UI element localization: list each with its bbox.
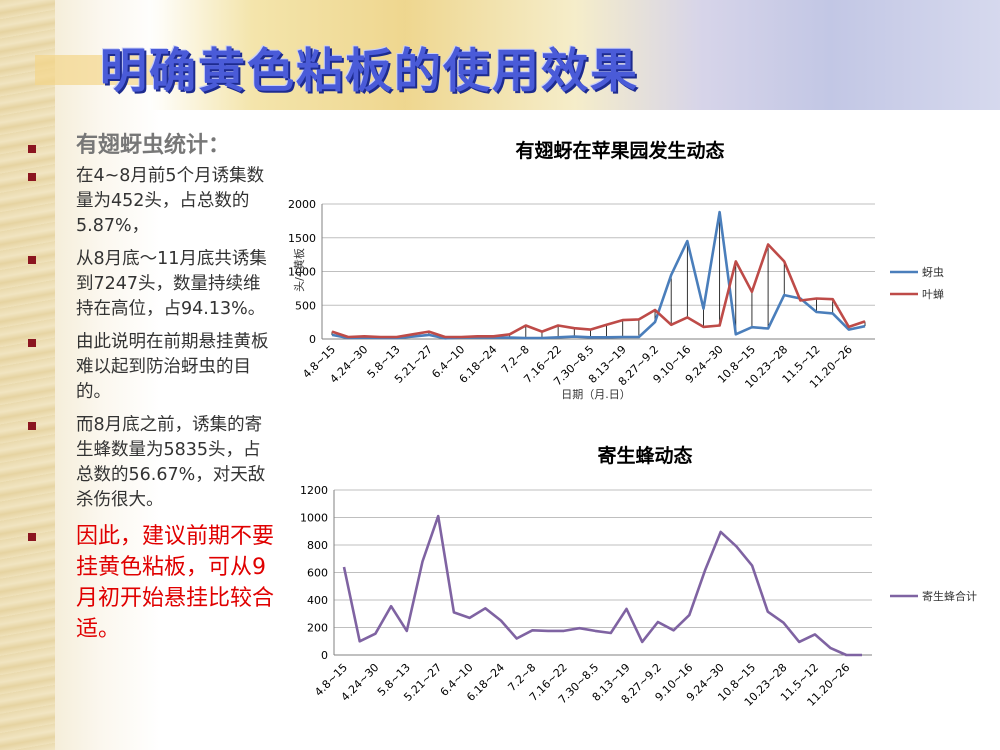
bullet-marker [28,533,36,541]
y-tick-label: 1200 [300,484,328,497]
y-tick-label: 0 [309,333,316,346]
series-line-1 [331,210,866,340]
y-axis-label: 头/4黄板 [292,248,306,292]
slide-title: 明确黄色粘板的使用效果 [100,44,639,99]
chart-1: 有翅蚜在苹果园发生动态0500100015002000蚜虫叶蝉4.8~154.2… [288,139,944,401]
bullet-item: 在4~8月前5个月诱集数量为452头，占总数的5.87%， [28,164,278,239]
bullet-text: 而8月底之前，诱集的寄生蜂数量为5835头，占总数的56.67%，对天敌杀伤很大… [76,415,266,510]
legend-label: 蚜虫 [922,265,944,279]
bullet-item: 有翅蚜虫统计： [28,133,278,158]
bullet-marker [28,339,36,347]
bullet-item: 由此说明在前期悬挂黄板难以起到防治蚜虫的目的。 [28,330,278,405]
y-tick-label: 0 [321,649,328,662]
header-banner [150,0,1000,110]
bullet-text: 从8月底～11月底共诱集到7247头，数量持续维持在高位，占94.13%。 [76,249,267,319]
bullet-marker [28,173,36,181]
series-line-2 [331,243,866,339]
legend-label: 寄生蜂合计 [922,589,977,603]
y-tick-label: 1500 [288,232,316,245]
x-axis-label: 日期（月.日） [561,388,631,401]
y-tick-label: 800 [307,539,328,552]
paper-texture [0,0,55,750]
y-tick-label: 2000 [288,198,316,211]
y-tick-label: 400 [307,594,328,607]
bullet-item: 因此，建议前期不要挂黄色粘板，可从9月初开始悬挂比较合适。 [28,521,278,645]
y-tick-label: 500 [295,299,316,312]
bullet-item: 而8月底之前，诱集的寄生蜂数量为5835头，占总数的56.67%，对天敌杀伤很大… [28,413,278,513]
legend-label: 叶蝉 [922,287,944,301]
y-tick-label: 1000 [300,512,328,525]
bullet-marker [28,256,36,264]
y-tick-label: 200 [307,622,328,635]
bullet-item: 从8月底～11月底共诱集到7247头，数量持续维持在高位，占94.13%。 [28,247,278,322]
chart-2: 寄生蜂动态020040060080010001200寄生蜂合计4.8~154.2… [300,444,977,709]
chart-title: 寄生蜂动态 [597,444,692,467]
bullet-text: 因此，建议前期不要挂黄色粘板，可从9月初开始悬挂比较合适。 [76,524,275,642]
y-tick-label: 600 [307,567,328,580]
bullet-marker [28,422,36,430]
bullet-marker [28,145,36,153]
bullet-list: 有翅蚜虫统计： 在4~8月前5个月诱集数量为452头，占总数的5.87%， 从8月底… [28,133,278,653]
bullet-text: 有翅蚜虫统计： [76,133,231,158]
bullet-text: 在4~8月前5个月诱集数量为452头，占总数的5.87%， [76,166,265,236]
bullet-text: 由此说明在前期悬挂黄板难以起到防治蚜虫的目的。 [76,332,269,402]
y-tick-label: 1000 [288,266,316,279]
series-line-1 [342,514,862,657]
header-accent [35,55,185,85]
chart-title: 有翅蚜在苹果园发生动态 [515,139,724,162]
